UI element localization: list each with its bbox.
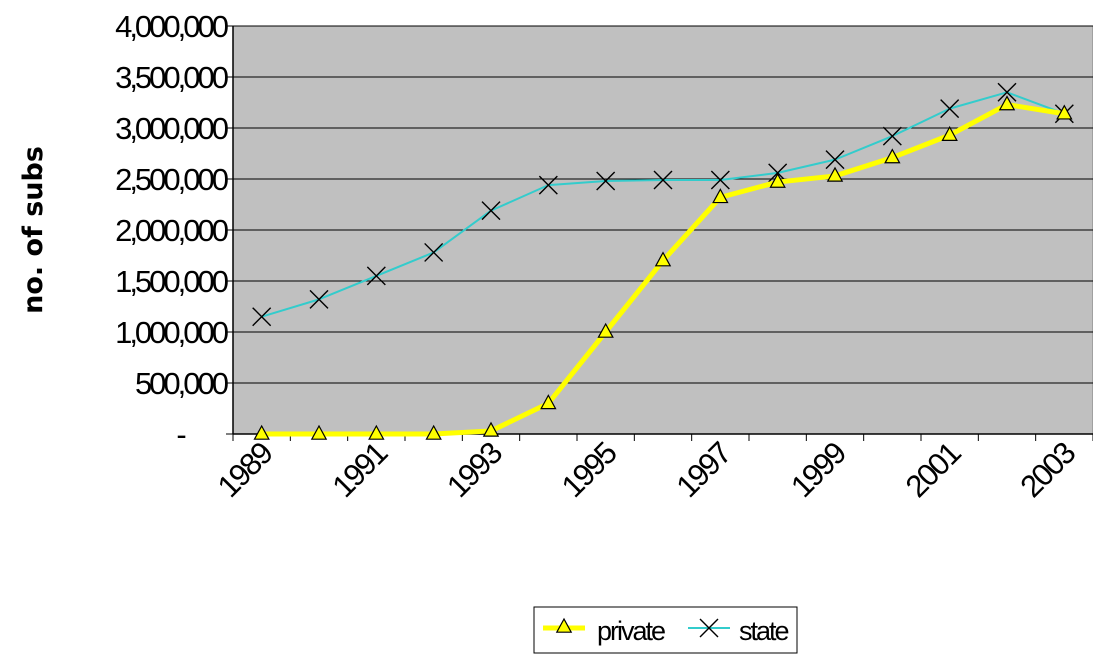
data-point-private <box>884 148 901 164</box>
data-point-state <box>538 175 558 195</box>
data-point-private <box>654 251 672 267</box>
y-tick-label: 2,000,000 <box>115 213 229 248</box>
x-marker-stroke <box>653 170 673 190</box>
data-point-state <box>710 170 730 190</box>
x-marker-stroke <box>997 82 1017 102</box>
x-tick-label: 1993 <box>440 436 508 504</box>
data-point-state <box>882 126 902 146</box>
data-point-private <box>998 95 1016 111</box>
x-tick-label: 2003 <box>1013 436 1081 504</box>
y-tick-label: 1,000,000 <box>115 315 229 350</box>
series-state <box>252 82 1074 327</box>
y-axis-label: no. of subs <box>18 146 49 314</box>
x-marker-stroke <box>538 175 558 195</box>
data-point-private <box>310 424 328 440</box>
data-point-private <box>597 322 614 338</box>
data-point-private <box>482 421 500 437</box>
x-marker-stroke <box>940 99 960 119</box>
data-point-state <box>481 201 501 221</box>
x-axis-ticks: 1989 1991 1993 1995 1997 1999 2001 2003 <box>211 434 1093 504</box>
data-point-private <box>769 172 786 188</box>
data-point-private <box>425 424 442 440</box>
legend-swatch-private-marker <box>555 617 573 633</box>
data-point-private <box>712 188 729 204</box>
legend-marker-triangle <box>555 617 573 633</box>
y-tick-label: 500,000 <box>135 366 229 401</box>
x-tick-label: 1989 <box>211 436 279 504</box>
data-point-private <box>540 394 557 410</box>
data-point-private <box>1056 104 1073 120</box>
data-point-state <box>940 99 960 119</box>
series-private <box>253 95 1073 440</box>
legend-label-state: state <box>739 616 789 646</box>
x-marker-stroke <box>252 307 272 327</box>
series-layer <box>252 82 1074 440</box>
x-marker-stroke <box>366 266 386 286</box>
x-tick-label: 1991 <box>325 436 393 504</box>
x-tick-label: 1999 <box>784 436 852 504</box>
data-point-state <box>366 266 386 286</box>
x-tick-label: 1995 <box>555 436 623 504</box>
x-marker-stroke <box>596 171 616 191</box>
y-tick-label: 3,500,000 <box>115 60 229 95</box>
y-tick-label: 4,000,000 <box>115 9 229 44</box>
x-marker-stroke <box>882 126 902 146</box>
legend-swatch-state-marker <box>699 618 719 638</box>
data-point-state <box>424 242 444 262</box>
y-tick-label: 1,500,000 <box>115 264 229 299</box>
x-marker-stroke <box>309 289 329 309</box>
legend-label-private: private <box>597 616 665 646</box>
data-point-state <box>825 150 845 170</box>
data-point-private <box>826 166 844 182</box>
y-tick-label: 2,500,000 <box>115 162 229 197</box>
x-marker-stroke <box>710 170 730 190</box>
data-point-state <box>997 82 1017 102</box>
x-marker-stroke <box>699 618 719 638</box>
x-marker-stroke <box>424 242 444 262</box>
y-tick-label: 3,000,000 <box>115 111 229 146</box>
data-point-private <box>368 424 385 440</box>
legend-marker-cross <box>699 618 719 638</box>
legend: private state <box>533 606 798 654</box>
data-point-state <box>596 171 616 191</box>
data-point-state <box>309 289 329 309</box>
x-tick-label: 2001 <box>899 436 967 504</box>
x-marker-stroke <box>825 150 845 170</box>
data-point-private <box>941 125 958 141</box>
data-point-state <box>653 170 673 190</box>
x-marker-stroke <box>481 201 501 221</box>
y-axis-ticks: - 500,000 1,000,000 1,500,000 2,000,000 2,500… <box>115 9 233 452</box>
data-point-private <box>253 424 270 440</box>
x-tick-label: 1997 <box>669 436 737 504</box>
y-tick-label: - <box>176 417 185 452</box>
data-point-state <box>252 307 272 327</box>
